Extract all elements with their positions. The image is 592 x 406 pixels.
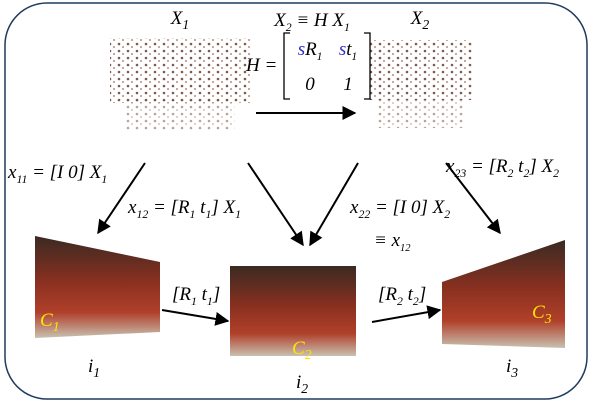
formula-text: s [339,39,346,60]
formula-subscript: 2 [444,208,450,221]
formula-text: 0 [305,74,315,95]
projection: x23 = [R2 t2] X2 [445,156,559,180]
cloud-label: X2 [410,8,430,32]
point-cloud [110,38,250,130]
formula-subscript: 23 [454,167,466,180]
formula-text: H = [245,55,277,76]
formula-text: C [292,338,305,359]
formula-subscript: 3 [544,311,552,326]
formula-subscript: 1 [344,21,350,34]
point-cloud [368,40,473,128]
formula-subscript: 1 [352,51,358,63]
projection: x11 = [I 0] X1 [7,162,107,186]
formula-subscript: 1 [182,17,189,32]
formula-text: ] [212,284,220,305]
image-label: i2 [296,372,308,396]
formula-subscript: 12 [400,243,411,254]
matrix-entry: 0 [305,74,315,95]
formula-subscript: 1 [53,319,60,334]
projection: ≡ x12 [374,230,411,254]
formula-subscript: 1 [93,365,100,380]
cloud-label: X1 [170,8,189,32]
formula-text: C [532,302,545,323]
formula-subscript: 2 [305,347,312,362]
projection: x22 = [I 0] X2 [349,197,450,221]
formula-text: [R [378,284,397,305]
formula-subscript: 2 [301,381,308,396]
formula-text: = [I 0] X [27,162,102,183]
formula-text: ≡ x [374,230,401,251]
formula-subscript: 11 [16,173,27,186]
formula-subscript: 3 [510,365,518,380]
matrix-label: H = [245,55,277,76]
formula-text: ] X [528,156,554,177]
formula-subscript: 2 [553,167,559,180]
formula-text: = [R [466,156,508,177]
formula-subscript: 1 [317,51,323,63]
formula-text: R [304,39,317,60]
formula-text: = [R [148,197,190,218]
projection: x12 = [R1 t1] X1 [127,197,241,221]
edge-label: [R2 t2] [378,284,426,308]
relation: X2 ≡ H X1 [273,10,350,34]
formula-text: [R [172,284,191,305]
formula-subscript: 22 [358,208,370,221]
formula-text: C [40,310,53,331]
matrix-entry: 1 [343,74,353,95]
formula-text: ] X [210,197,236,218]
formula-subscript: 1 [101,173,107,186]
formula-text: ≡ H X [292,10,346,31]
matrix-entry: st1 [339,39,357,63]
formula-text: ] [418,284,426,305]
edge-label: [R1 t1] [172,284,220,308]
formula-text: 1 [343,74,353,95]
formula-subscript: 2 [422,17,429,32]
formula-text: = [I 0] X [370,197,445,218]
matrix-entry: sR1 [298,39,323,63]
image [442,240,565,348]
formula-subscript: 1 [235,208,241,221]
diagram: X1X2X2 ≡ H X1H =sR1st101x11 = [I 0] X1x1… [0,0,592,406]
formula-text: s [298,39,305,60]
image-label: i3 [506,356,518,380]
image-label: i1 [88,356,100,380]
formula-subscript: 12 [136,208,148,221]
